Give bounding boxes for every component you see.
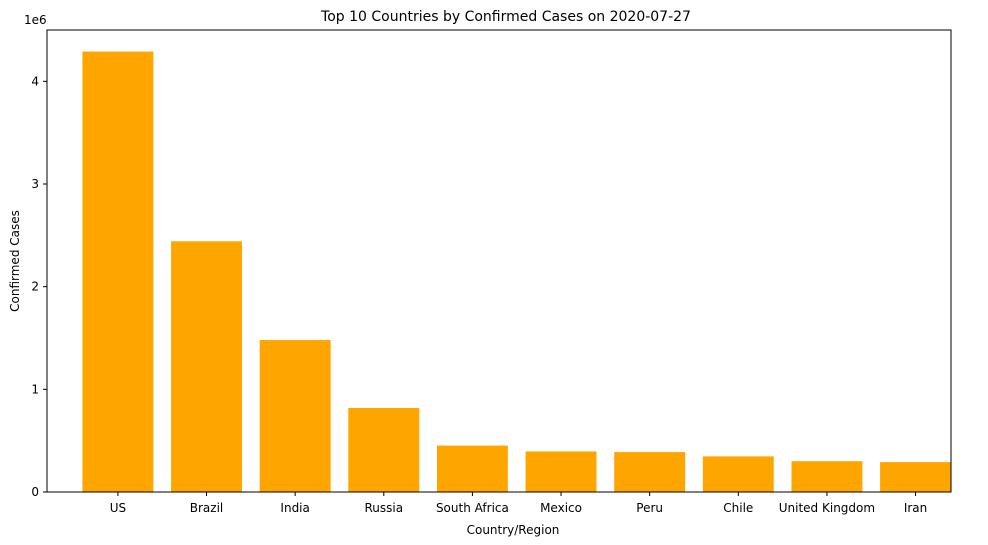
y-tick-label: 1 [31, 382, 39, 396]
x-tick-label: Brazil [190, 501, 224, 515]
x-axis-label: Country/Region [467, 523, 560, 537]
x-tick-label: Russia [364, 501, 403, 515]
y-tick-label: 3 [31, 177, 39, 191]
x-tick-label: Mexico [540, 501, 582, 515]
plot-frame [46, 29, 952, 493]
x-tick-label: Chile [723, 501, 753, 515]
chart-title: Top 10 Countries by Confirmed Cases on 2… [320, 9, 691, 25]
bar-iran [880, 462, 951, 492]
y-tick-label: 0 [31, 485, 39, 499]
bar-south-africa [436, 445, 508, 492]
bar-us [82, 51, 154, 493]
y-axis-ticks: 0 1 2 3 4 [31, 74, 47, 499]
x-tick-label: United Kingdom [779, 501, 875, 515]
x-tick-label: South Africa [436, 501, 509, 515]
y-tick-label: 2 [31, 280, 39, 294]
x-axis-ticks: US Brazil India Russia South Africa Mexico Per… [110, 492, 927, 515]
y-axis-offset-label: 1e6 [24, 13, 47, 27]
y-axis-label: Confirmed Cases [8, 210, 22, 312]
bar-brazil [171, 241, 242, 492]
bars-group [82, 51, 951, 493]
bar-mexico [525, 451, 597, 492]
x-tick-label: Iran [904, 501, 927, 515]
y-tick-label: 4 [31, 74, 39, 88]
bar-chile [702, 456, 774, 492]
x-tick-label: Peru [636, 501, 663, 515]
bar-russia [348, 408, 420, 492]
bar-india [259, 340, 331, 492]
x-tick-label: US [110, 501, 126, 515]
x-tick-label: India [280, 501, 309, 515]
bar-united-kingdom [791, 461, 863, 492]
bar-peru [614, 452, 686, 492]
